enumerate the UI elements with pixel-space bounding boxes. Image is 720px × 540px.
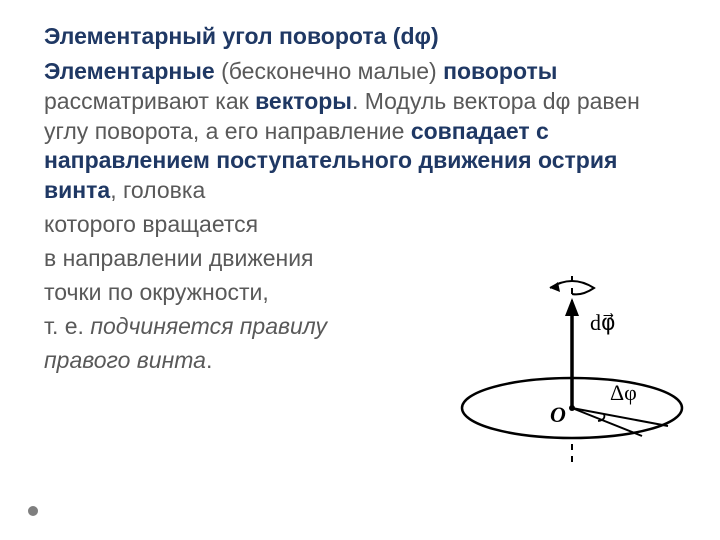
text-s2: (бесконечно малые)	[215, 58, 443, 84]
line-4a: т. е.	[44, 313, 90, 339]
title-text-1: Элементарный угол поворота (d	[44, 23, 415, 49]
title-text-2: φ)	[415, 23, 439, 49]
diagram-svg: dφ⃗ Δφ O	[442, 268, 692, 468]
label-O: O	[550, 402, 566, 427]
slide-title: Элементарный угол поворота (dφ)	[44, 22, 690, 51]
vector-arrowhead	[565, 298, 579, 316]
slide: Элементарный угол поворота (dφ) Элемента…	[0, 0, 720, 540]
label-delta-phi: Δφ	[610, 380, 637, 405]
paragraph-main: Элементарные (бесконечно малые) повороты…	[44, 57, 690, 206]
line-1: которого вращается	[44, 210, 690, 240]
text-vectors: векторы	[255, 88, 352, 114]
label-dphi: dφ⃗	[590, 310, 616, 335]
text-rotations: повороты	[443, 58, 557, 84]
bullet-dot-icon	[28, 506, 38, 516]
text-elementary: Элементарные	[44, 58, 215, 84]
text-s9: , головка	[110, 177, 205, 203]
line-5b: .	[206, 347, 212, 373]
text-s4: рассматривают как	[44, 88, 255, 114]
text-s6: . Модуль вектора d	[352, 88, 556, 114]
line-4b: подчиняется правилу	[90, 313, 327, 339]
line-5a: правого винта	[44, 347, 206, 373]
rotation-diagram: dφ⃗ Δφ O	[442, 268, 692, 468]
